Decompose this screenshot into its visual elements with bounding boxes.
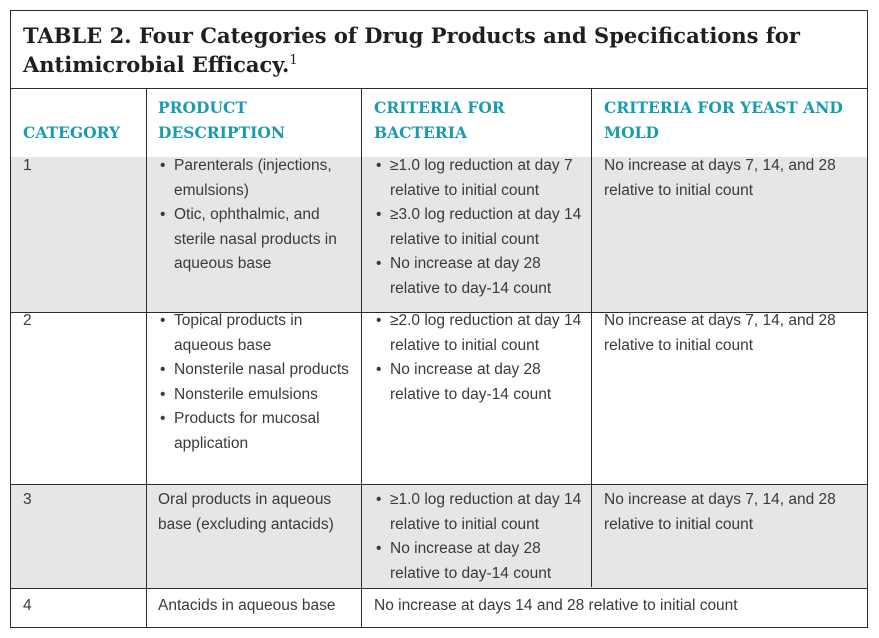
row-3-product: Oral products in aqueous base (excluding…	[158, 491, 334, 533]
list-item: ≥1.0 log reduction at day 7 relative to …	[374, 154, 592, 203]
table-frame: TABLE 2. Four Categories of Drug Product…	[10, 10, 868, 628]
row-1-yeast-mold: No increase at days 7, 14, and 28 relati…	[604, 157, 836, 199]
table-title-text: TABLE 2. Four Categories of Drug Product…	[23, 23, 800, 77]
list-item: Otic, ophthalmic, and sterile nasal prod…	[158, 203, 358, 277]
list-item: ≥2.0 log reduction at day 14 relative to…	[374, 309, 592, 358]
table-title: TABLE 2. Four Categories of Drug Product…	[11, 11, 867, 89]
row-divider	[11, 484, 867, 485]
column-divider	[146, 89, 147, 627]
row-3-yeast-mold: No increase at days 7, 14, and 28 relati…	[604, 491, 836, 533]
row-2-yeast-mold: No increase at days 7, 14, and 28 relati…	[604, 312, 836, 354]
row-3-bacteria: ≥1.0 log reduction at day 14 relative to…	[374, 488, 592, 586]
row-4-category: 4	[23, 597, 32, 614]
list-item: ≥1.0 log reduction at day 14 relative to…	[374, 488, 592, 537]
header-product-description: PRODUCT DESCRIPTION	[158, 98, 286, 142]
list-item: Topical products in aqueous base	[158, 309, 358, 358]
row-1-product: Parenterals (injections, emulsions) Otic…	[158, 154, 358, 277]
header-criteria-yeast-mold: CRITERIA FOR YEAST AND MOLD	[604, 98, 843, 142]
list-item: Nonsterile nasal products	[158, 358, 358, 383]
header-criteria-bacteria: CRITERIA FOR BACTERIA	[374, 98, 505, 142]
header-category: CATEGORY	[23, 123, 121, 142]
row-1-category: 1	[23, 157, 32, 174]
column-divider	[361, 89, 362, 627]
list-item: Nonsterile emulsions	[158, 383, 358, 408]
row-3-category: 3	[23, 491, 32, 508]
row-divider	[11, 588, 867, 589]
row-4-product: Antacids in aqueous base	[158, 597, 336, 614]
list-item: No increase at day 28 relative to day-14…	[374, 252, 592, 301]
list-item: No increase at day 28 relative to day-14…	[374, 537, 592, 586]
row-2-bacteria: ≥2.0 log reduction at day 14 relative to…	[374, 309, 592, 407]
row-2-product: Topical products in aqueous base Nonster…	[158, 309, 358, 457]
list-item: Parenterals (injections, emulsions)	[158, 154, 358, 203]
list-item: ≥3.0 log reduction at day 14 relative to…	[374, 203, 592, 252]
list-item: Products for mucosal application	[158, 407, 358, 456]
row-1-bacteria: ≥1.0 log reduction at day 7 relative to …	[374, 154, 592, 302]
row-2-category: 2	[23, 312, 32, 329]
list-item: No increase at day 28 relative to day-14…	[374, 358, 592, 407]
row-4-combined-criteria: No increase at days 14 and 28 relative t…	[374, 597, 738, 614]
title-footnote-marker: 1	[289, 53, 298, 68]
